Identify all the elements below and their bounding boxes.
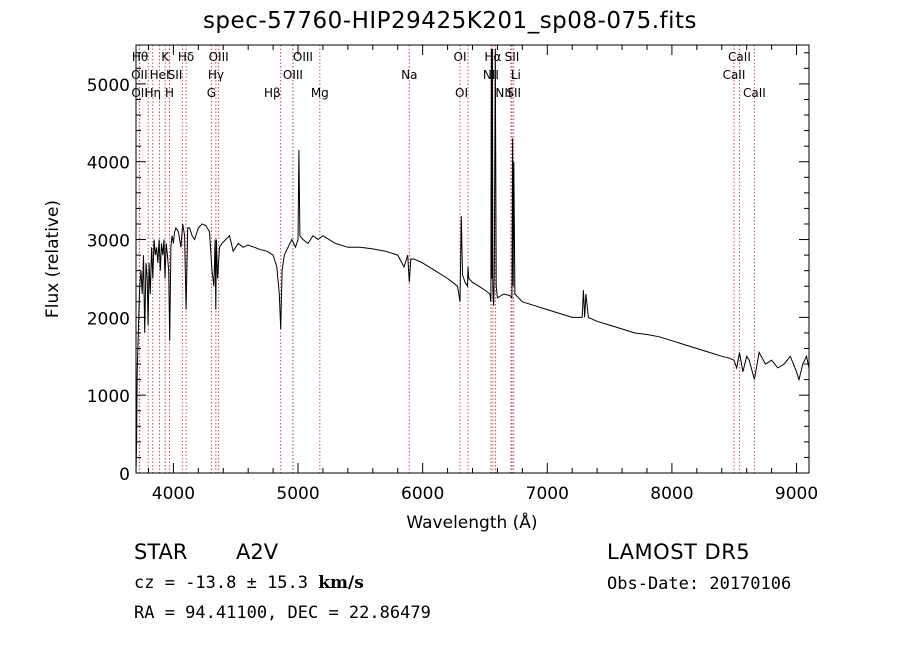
redshift-info: cz = -13.8 ± 15.3 km/s <box>134 573 364 593</box>
line-label-7: SII <box>505 50 520 64</box>
axis-ticks: 4000 5000 6000 7000 8000 9000 0 1000 2000 3000 400… <box>87 45 818 504</box>
x-tick-label: 5000 <box>276 484 319 504</box>
x-tick-label: 6000 <box>401 484 444 504</box>
line-label-17: CaII <box>723 68 746 82</box>
line-label-5: OI <box>454 50 467 64</box>
x-tick-label: 7000 <box>526 484 569 504</box>
line-label-27: CaII <box>743 86 766 100</box>
line-label-18: OII <box>131 86 148 100</box>
line-label-4: OIII <box>293 50 313 64</box>
line-label-3: OIII <box>209 50 229 64</box>
line-label-21: G <box>207 86 216 100</box>
line-label-20: H <box>165 86 174 100</box>
survey-name: LAMOST DR5 <box>607 540 751 564</box>
line-label-9: OII <box>131 68 148 82</box>
line-label-25: NII <box>495 86 511 100</box>
line-label-22: Hβ <box>264 86 281 100</box>
plot-frame <box>135 44 810 474</box>
line-label-11: SII <box>168 68 183 82</box>
line-label-13: OIII <box>283 68 303 82</box>
line-label-12: Hγ <box>208 68 224 82</box>
line-label-10: HeI <box>150 68 170 82</box>
line-label-23: Mg <box>311 86 329 100</box>
x-tick-label: 4000 <box>152 484 195 504</box>
spectrum-line <box>135 48 810 474</box>
y-tick-label: 0 <box>119 465 130 485</box>
spectral-line-markers <box>138 45 755 473</box>
observation-date: Obs-Date: 20170106 <box>607 574 792 594</box>
y-tick-label: 1000 <box>87 387 130 407</box>
x-tick-label: 9000 <box>775 484 818 504</box>
line-label-16: Li <box>511 68 521 82</box>
y-tick-label: 2000 <box>87 309 130 329</box>
cz-unit: km/s <box>318 573 364 593</box>
line-label-14: Na <box>401 68 417 82</box>
line-label-0: Hθ <box>132 50 148 64</box>
y-axis-label: Flux (relative) <box>43 200 63 318</box>
line-label-24: OI <box>455 86 468 100</box>
y-tick-label: 5000 <box>87 76 130 96</box>
y-tick-label: 4000 <box>87 154 130 174</box>
line-label-2: Hδ <box>178 50 194 64</box>
cz-prefix: cz = <box>134 573 186 593</box>
line-label-26: SII <box>506 86 521 100</box>
x-tick-label: 8000 <box>650 484 693 504</box>
line-label-1: K <box>161 50 170 64</box>
line-label-19: Hη <box>145 86 162 100</box>
object-class: STAR <box>134 540 188 564</box>
line-label-8: CaII <box>728 50 751 64</box>
x-axis-label: Wavelength (Å) <box>406 511 537 533</box>
y-tick-label: 3000 <box>87 232 130 252</box>
object-subclass: A2V <box>236 540 279 564</box>
chart-title: spec-57760-HIP29425K201_sp08-075.fits <box>202 8 698 34</box>
coordinates: RA = 94.41100, DEC = 22.86479 <box>134 603 431 623</box>
cz-value: -13.8 ± 15.3 <box>185 573 309 593</box>
